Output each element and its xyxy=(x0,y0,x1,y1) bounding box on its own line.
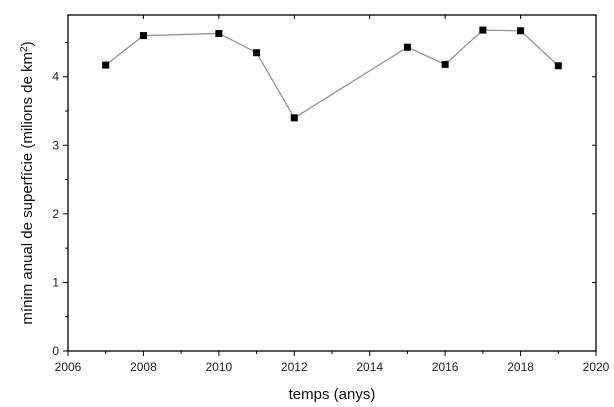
y-tick-label: 0 xyxy=(52,344,59,358)
data-point xyxy=(215,30,223,38)
x-tick-label: 2012 xyxy=(281,360,308,374)
data-point xyxy=(290,114,298,122)
x-tick-label: 2006 xyxy=(55,360,82,374)
y-tick-label: 4 xyxy=(52,70,59,84)
data-point xyxy=(102,61,110,69)
x-tick-label: 2010 xyxy=(206,360,233,374)
data-point xyxy=(139,32,147,40)
y-axis-ticks: 0 1 2 3 4 xyxy=(52,41,596,358)
plot-frame xyxy=(67,14,597,352)
y-tick-label: 3 xyxy=(52,138,59,152)
x-tick-label: 2020 xyxy=(583,360,610,374)
y-axis-title-superscript: 2 xyxy=(19,46,30,52)
y-tick-label: 1 xyxy=(52,275,59,289)
x-tick-label: 2014 xyxy=(356,360,383,374)
data-series xyxy=(102,26,562,122)
data-point xyxy=(253,49,261,57)
x-tick-label: 2008 xyxy=(130,360,157,374)
x-axis-ticks: 2006 2008 2010 2012 2014 2016 2018 2020 xyxy=(55,15,610,374)
y-axis-title: mínim anual de superfície (milions de km… xyxy=(19,41,37,324)
y-tick-label: 2 xyxy=(52,207,59,221)
data-point xyxy=(441,60,449,68)
data-point xyxy=(517,27,525,35)
series-line xyxy=(105,29,559,119)
data-point xyxy=(479,26,487,34)
x-axis-title: temps (anys) xyxy=(289,386,376,403)
x-tick-label: 2018 xyxy=(507,360,534,374)
y-axis-title-close: ) xyxy=(19,41,36,46)
data-point xyxy=(403,43,411,51)
data-point xyxy=(554,62,562,70)
x-tick-label: 2016 xyxy=(432,360,459,374)
y-axis-title-main: mínim anual de superfície (milions de km xyxy=(19,52,36,325)
